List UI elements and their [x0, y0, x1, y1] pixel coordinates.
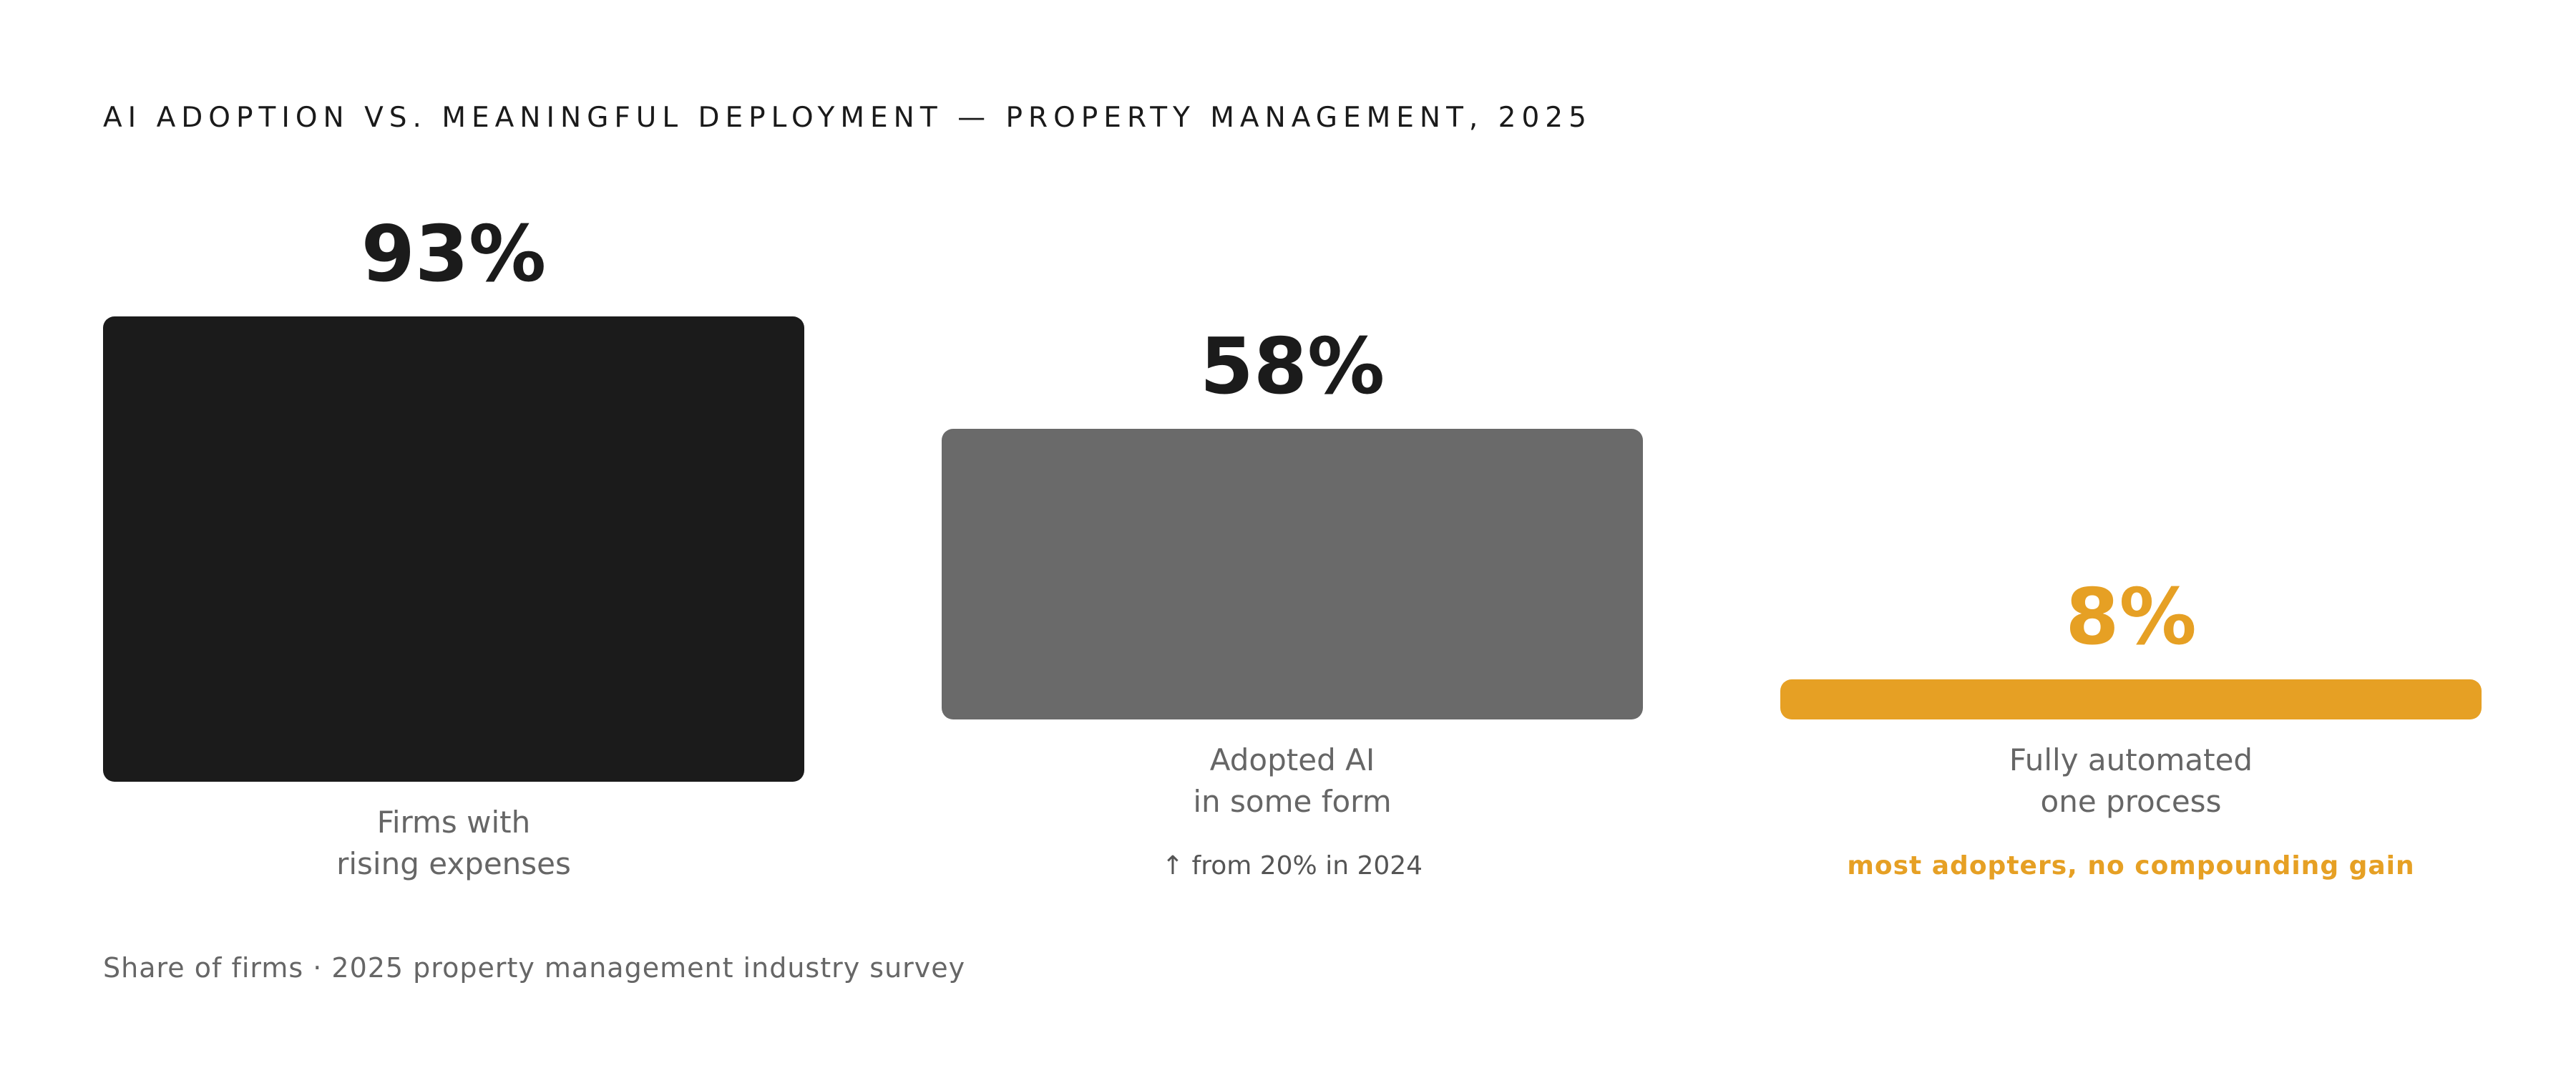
category-label-line: one process [2040, 784, 2222, 819]
category-label-rising-expenses: Firms with rising expenses [103, 802, 804, 885]
bar-fully-automated [1780, 679, 2482, 719]
chart-title: AI ADOPTION VS. MEANINGFUL DEPLOYMENT — … [103, 102, 1592, 134]
value-label-rising-expenses: 93% [361, 210, 547, 299]
bar-adopted-ai [942, 429, 1643, 719]
category-label-line: rising expenses [336, 846, 571, 881]
category-label-line: Fully automated [2009, 742, 2253, 777]
value-label-fully-automated: 8% [2065, 573, 2197, 662]
category-label-line: in some form [1193, 784, 1392, 819]
chart-footnote: Share of firms · 2025 property managemen… [103, 952, 966, 984]
category-label-adopted-ai: Adopted AI in some form [942, 740, 1643, 823]
value-label-adopted-ai: 58% [1199, 322, 1385, 412]
category-label-fully-automated: Fully automated one process [1780, 740, 2482, 823]
bar-rising-expenses [103, 316, 804, 782]
category-label-line: Adopted AI [1209, 742, 1375, 777]
annotation-fully-automated: most adopters, no compounding gain [1847, 851, 2415, 881]
annotation-adopted-ai: ↑ from 20% in 2024 [1161, 851, 1423, 881]
category-label-line: Firms with [376, 805, 531, 840]
